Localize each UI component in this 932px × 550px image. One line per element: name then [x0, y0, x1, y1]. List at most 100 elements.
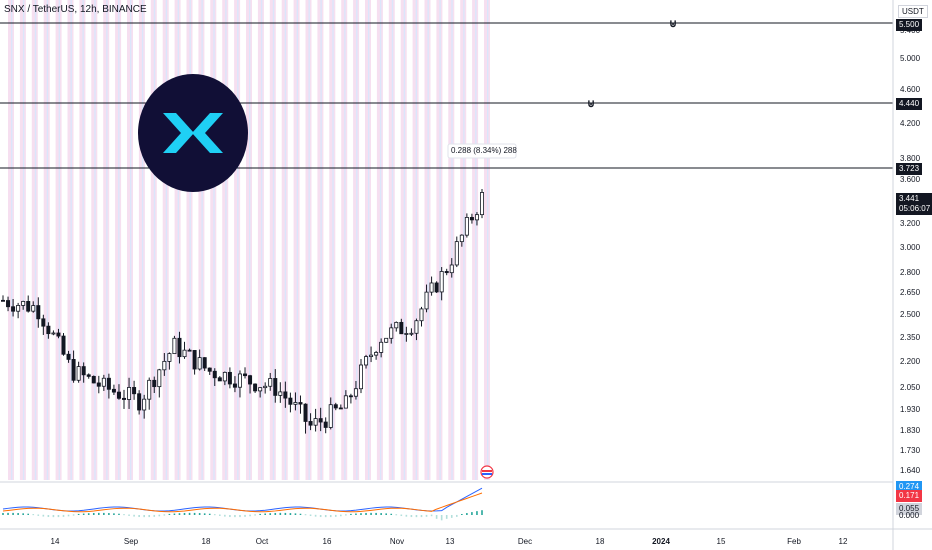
histogram-bar — [128, 514, 130, 516]
candle-body — [248, 375, 253, 385]
price-tick: 2.050 — [900, 383, 921, 392]
candle-body — [313, 418, 318, 426]
candle-body — [172, 337, 177, 355]
histogram-bar — [319, 515, 322, 518]
session-stripe-line — [201, 0, 203, 480]
session-stripe-line — [356, 0, 358, 480]
histogram-bar — [203, 513, 206, 515]
candle-body — [106, 377, 111, 390]
session-stripe-line — [344, 0, 346, 480]
candle-body — [303, 403, 308, 422]
candle-body — [182, 349, 187, 358]
candle-body — [389, 327, 394, 339]
histogram-bar — [138, 515, 140, 518]
candle-body — [253, 383, 258, 392]
candle-body — [414, 320, 419, 334]
histogram-bar — [304, 514, 307, 516]
time-tick: Sep — [123, 537, 139, 546]
candle-body — [101, 377, 106, 387]
macd-line — [2, 487, 483, 512]
candle-body — [227, 371, 232, 385]
session-stripe-line — [296, 0, 298, 480]
session-stripe-line — [130, 0, 132, 480]
histogram-bar — [254, 514, 256, 516]
candle-body — [162, 360, 167, 371]
histogram-bar — [461, 513, 463, 515]
histogram-bar — [385, 513, 387, 515]
session-stripe-line — [320, 0, 322, 480]
histogram-bar — [82, 513, 85, 515]
histogram-bar — [375, 512, 377, 515]
candle-body — [308, 421, 313, 426]
indicator-value-hist: 0.055 — [896, 503, 923, 515]
candle-body — [232, 383, 237, 388]
histogram-bar — [173, 513, 176, 515]
histogram-bar — [284, 512, 287, 515]
histogram-bar — [415, 515, 418, 518]
level-label-4440: 4.440 — [896, 98, 923, 110]
candle-body — [152, 379, 157, 388]
candle-body — [177, 337, 182, 358]
candle-body — [217, 377, 222, 382]
candle-body — [243, 373, 248, 377]
time-tick: 18 — [201, 537, 211, 546]
price-tick: 4.600 — [900, 85, 921, 94]
session-stripe-line — [284, 0, 287, 480]
candle-body — [374, 352, 379, 356]
histogram-bar — [153, 514, 156, 517]
histogram-bar — [345, 514, 347, 516]
magnet-icon: ⊍ — [669, 18, 677, 30]
histogram-bar — [360, 513, 362, 515]
candle-body — [192, 350, 197, 370]
histogram-bar — [224, 514, 226, 517]
histogram-bar — [380, 513, 382, 515]
time-tick: 13 — [445, 537, 455, 546]
candle-body — [424, 291, 429, 310]
candle-body — [439, 271, 444, 293]
histogram-bar — [87, 513, 90, 515]
histogram-bar — [350, 513, 352, 515]
time-tick: 14 — [50, 537, 60, 546]
histogram-bar — [466, 513, 468, 515]
histogram-bar — [12, 512, 14, 515]
histogram-bar — [148, 515, 151, 518]
flag-icon[interactable] — [480, 465, 494, 479]
histogram-bar — [309, 514, 312, 517]
candle-body — [358, 364, 363, 390]
candle-body — [197, 357, 202, 370]
histogram-bar — [390, 513, 393, 515]
candle-body — [207, 367, 212, 372]
price-tick: 2.650 — [900, 288, 921, 297]
session-stripe-line — [213, 0, 215, 480]
histogram-bar — [274, 512, 277, 515]
session-stripe-line — [463, 0, 465, 480]
candle-body — [288, 397, 293, 405]
candle-body — [142, 398, 147, 411]
price-tick: 3.800 — [900, 154, 921, 163]
session-stripe-line — [118, 0, 120, 480]
price-tick: 1.730 — [900, 446, 921, 455]
histogram-bar — [299, 513, 302, 515]
histogram-bar — [334, 514, 337, 517]
candle-body — [137, 393, 142, 411]
currency-label[interactable]: USDT — [898, 5, 928, 18]
session-stripe-line — [189, 0, 191, 480]
candle-body — [364, 356, 369, 366]
histogram-bar — [108, 513, 110, 515]
histogram-bar — [329, 515, 332, 518]
candle-body — [61, 335, 66, 355]
time-tick: 2024 — [652, 537, 670, 546]
session-stripe-line — [368, 0, 370, 480]
histogram-bar — [455, 514, 458, 517]
histogram-bar — [123, 514, 125, 516]
candle-body — [46, 325, 51, 335]
session-stripe-line — [260, 0, 263, 480]
candle-body — [459, 234, 464, 243]
price-tick: 4.200 — [900, 119, 921, 128]
session-stripe-line — [94, 0, 96, 480]
candle-body — [96, 382, 101, 387]
candle-body — [283, 391, 288, 399]
time-tick: 18 — [595, 537, 605, 546]
